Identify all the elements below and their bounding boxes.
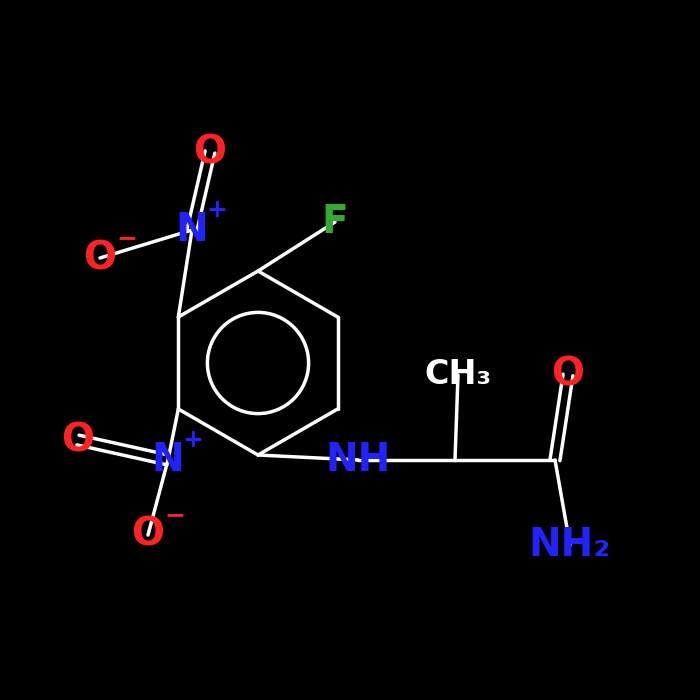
Text: O: O: [193, 133, 227, 171]
Text: O: O: [132, 516, 164, 554]
Text: N: N: [176, 211, 209, 249]
Text: O: O: [83, 239, 116, 277]
Text: +: +: [206, 198, 227, 222]
Text: −: −: [116, 226, 137, 250]
Text: F: F: [322, 203, 349, 241]
Text: CH₃: CH₃: [424, 358, 491, 391]
Text: O: O: [62, 421, 94, 459]
Text: NH₂: NH₂: [529, 526, 611, 564]
Text: NH: NH: [326, 441, 391, 479]
Text: O: O: [552, 356, 584, 394]
Text: −: −: [164, 503, 185, 527]
Text: +: +: [182, 428, 203, 452]
Text: N: N: [152, 441, 184, 479]
